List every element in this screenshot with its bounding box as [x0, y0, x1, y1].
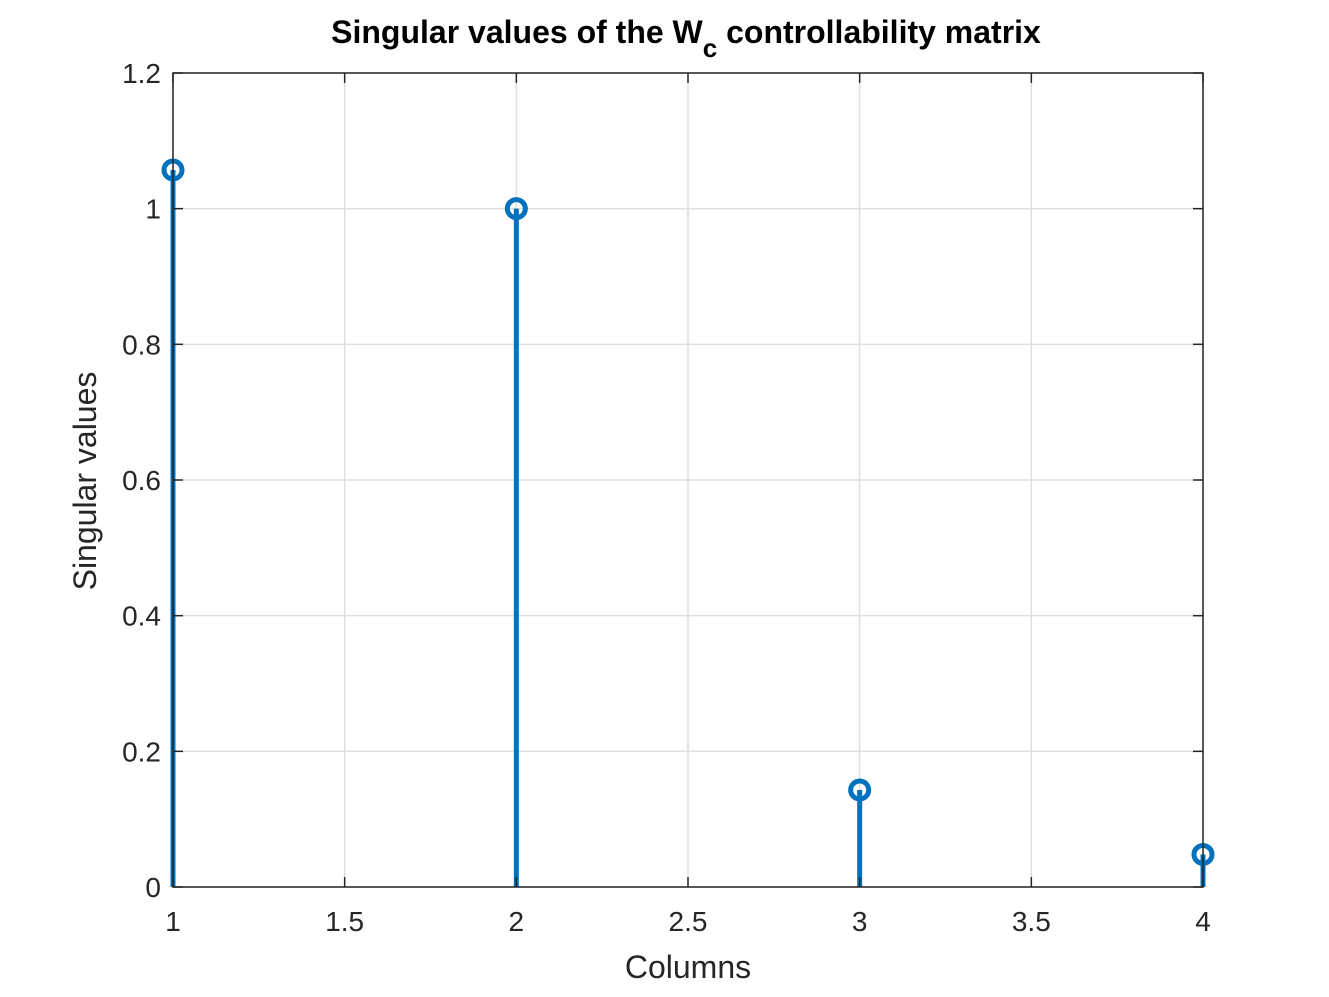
y-axis-label: Singular values	[67, 372, 103, 591]
stem-marker	[848, 778, 872, 802]
chart-title-subscript: c	[703, 33, 717, 63]
axes-frame	[172, 72, 1204, 888]
y-tick-labels: 0 0.2 0.4 0.6 0.8 1 1.2	[122, 58, 161, 903]
chart-title: Singular values of the Wc controllabilit…	[331, 14, 1041, 63]
x-tick-label: 3	[852, 906, 868, 937]
chart-title-main: Singular values of the W	[331, 14, 703, 50]
y-tick-label: 1.2	[122, 58, 161, 89]
x-tick-label: 3.5	[1012, 906, 1051, 937]
x-axis-label: Columns	[625, 949, 751, 985]
stem-marker	[504, 197, 528, 221]
y-tick-label: 1	[145, 194, 161, 225]
y-tick-label: 0.6	[122, 465, 161, 496]
chart-title-rest: controllability matrix	[717, 14, 1041, 50]
y-tick-label: 0.4	[122, 601, 161, 632]
y-tick-label: 0	[145, 872, 161, 903]
x-tick-labels: 1 1.5 2 2.5 3 3.5 4	[165, 906, 1211, 937]
y-tick-label: 0.8	[122, 329, 161, 360]
x-tick-label: 2.5	[669, 906, 708, 937]
x-tick-label: 4	[1195, 906, 1211, 937]
x-tick-label: 1	[165, 906, 181, 937]
x-tick-label: 2	[509, 906, 525, 937]
x-tick-label: 1.5	[325, 906, 364, 937]
y-tick-label: 0.2	[122, 736, 161, 767]
